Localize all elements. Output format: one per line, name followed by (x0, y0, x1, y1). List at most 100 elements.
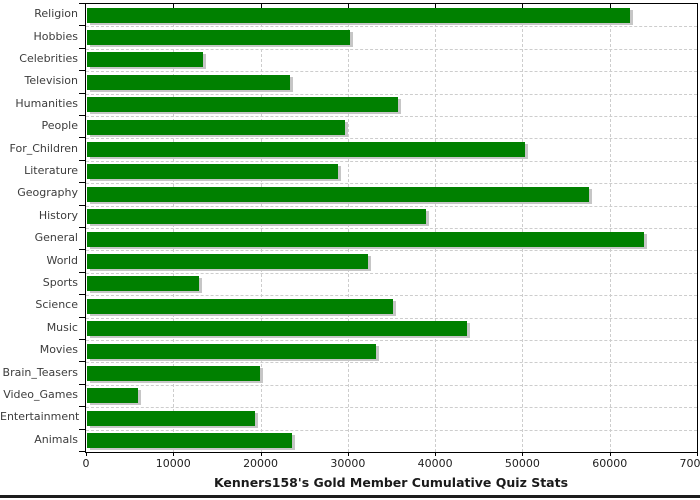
y-gridline (86, 138, 697, 140)
bar-people (87, 119, 346, 135)
category-label: Science (35, 298, 78, 312)
x-axis-top-tick (609, 4, 611, 8)
plot-area (85, 3, 698, 453)
y-axis-tick (79, 160, 85, 161)
bar-science (87, 298, 393, 314)
category-label: Geography (17, 186, 78, 200)
bar-television (87, 74, 290, 90)
category-label: Entertainment (0, 410, 80, 424)
y-axis-tick (79, 48, 85, 49)
category-label: Music (46, 320, 78, 334)
x-tick-label: 30000 (330, 457, 366, 470)
category-label: Video_Games (3, 388, 78, 401)
x-axis-tick (260, 452, 262, 456)
category-label: Hobbies (33, 29, 78, 43)
y-gridline (86, 116, 697, 117)
x-tick-label: 10000 (155, 457, 191, 470)
x-tick-label: 20000 (243, 457, 279, 470)
category-label: Animals (34, 432, 78, 446)
x-axis-top-tick (435, 4, 437, 8)
x-tick-label: 60000 (592, 457, 628, 470)
category-label: Celebrities (19, 52, 78, 65)
bar-animals (87, 433, 293, 449)
bar-music (87, 321, 467, 337)
y-axis-tick (79, 25, 85, 26)
category-label: History (38, 208, 78, 222)
category-label: Religion (34, 7, 78, 21)
image-bottom-border (0, 495, 700, 498)
bar-movies (87, 343, 376, 359)
y-gridline (86, 384, 697, 386)
bar-humanities (87, 97, 398, 113)
category-label: World (46, 253, 78, 267)
category-label: Movies (39, 343, 78, 357)
y-gridline (86, 48, 697, 50)
x-axis-tick (173, 452, 175, 456)
y-gridline (86, 205, 697, 207)
y-axis-tick (79, 3, 85, 4)
bar-celebrities (87, 52, 204, 68)
x-axis-tick (609, 452, 611, 456)
category-label: Humanities (15, 96, 78, 110)
x-axis-tick (86, 452, 87, 456)
bar-history (87, 209, 426, 225)
y-gridline (86, 183, 697, 185)
bar-for_children (87, 141, 526, 157)
bar-world (87, 253, 369, 269)
y-gridline (86, 272, 697, 274)
bar-hobbies (87, 29, 350, 45)
y-gridline (86, 26, 697, 28)
y-axis-tick (79, 272, 85, 273)
category-label: Brain_Teasers (2, 365, 78, 379)
bar-entertainment (87, 410, 255, 426)
y-axis-tick (79, 406, 85, 407)
y-gridline (86, 93, 697, 95)
x-axis-top-tick (522, 4, 524, 8)
y-axis-tick (79, 205, 85, 206)
category-label: General (34, 231, 78, 245)
category-label: Sports (42, 276, 78, 289)
y-axis-tick (79, 227, 85, 228)
y-gridline (86, 429, 697, 431)
y-axis-tick (79, 384, 85, 385)
category-label: For_Children (9, 141, 78, 155)
x-axis-top-tick (260, 4, 262, 8)
y-axis-tick (79, 339, 85, 340)
y-axis-tick (79, 429, 85, 430)
y-gridline (86, 362, 697, 364)
bar-sports (87, 276, 199, 292)
y-axis-tick (79, 93, 85, 94)
x-axis-tick (522, 452, 524, 456)
category-label: Television (24, 74, 79, 88)
chart-title: Kenners158's Gold Member Cumulative Quiz… (213, 475, 569, 490)
y-axis-tick (79, 317, 85, 318)
bar-religion (87, 7, 630, 23)
x-axis-tick (435, 452, 437, 456)
y-axis-tick (79, 361, 85, 362)
y-axis-tick (79, 70, 85, 71)
x-tick-label: 50000 (504, 457, 540, 470)
category-label: Literature (24, 164, 78, 177)
y-gridline (86, 71, 697, 73)
x-axis-tick (347, 452, 349, 456)
y-axis-tick (79, 182, 85, 183)
y-gridline (86, 340, 697, 341)
x-axis-top-tick (347, 4, 349, 8)
y-gridline (86, 317, 697, 319)
y-gridline (86, 295, 697, 297)
y-axis-tick (79, 115, 85, 116)
category-label: People (41, 119, 78, 133)
y-axis-tick (79, 249, 85, 250)
x-axis-tick (697, 452, 698, 456)
x-tick-label: 70000 (679, 457, 700, 470)
y-axis-tick (79, 294, 85, 295)
y-gridline (86, 407, 697, 409)
y-gridline (86, 160, 697, 162)
x-tick-label: 0 (82, 457, 90, 470)
bar-literature (87, 164, 339, 180)
bar-geography (87, 186, 589, 202)
bar-video_games (87, 388, 138, 404)
x-tick-label: 40000 (417, 457, 453, 470)
x-axis-top-tick (173, 4, 175, 8)
